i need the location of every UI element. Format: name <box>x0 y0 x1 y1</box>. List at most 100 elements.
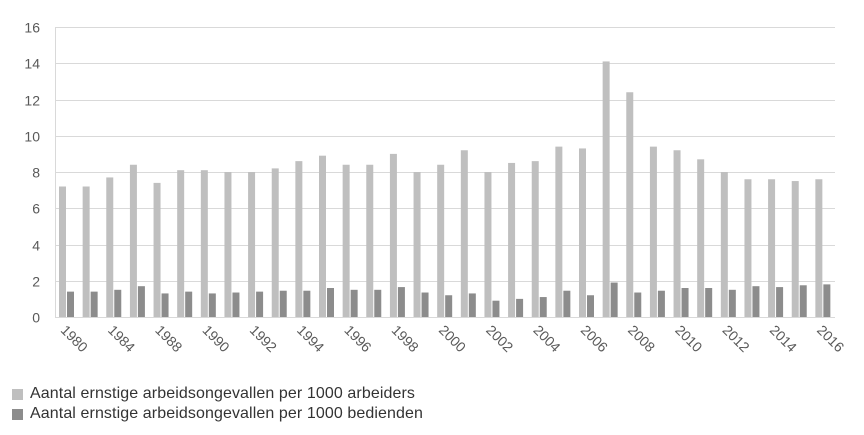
bar-series-0-28 <box>720 172 728 317</box>
x-tick-label: 1988 <box>152 322 185 355</box>
bar-series-1-23 <box>610 282 618 317</box>
y-tick-label: 12 <box>24 93 40 109</box>
bar-series-0-12 <box>342 164 350 317</box>
bar-series-0-25 <box>649 146 657 318</box>
bar-series-1-21 <box>563 290 571 317</box>
bar-series-0-9 <box>271 168 279 318</box>
bar-series-0-26 <box>673 150 681 317</box>
legend-item-bedienden: Aantal ernstige arbeidsongevallen per 10… <box>12 404 423 424</box>
bar-series-1-27 <box>705 288 713 317</box>
bar-series-0-0 <box>59 186 66 317</box>
bar-series-1-31 <box>799 285 807 317</box>
x-tick-label: 2008 <box>625 322 658 355</box>
bar-series-0-8 <box>248 172 256 317</box>
y-tick-label: 16 <box>24 20 40 36</box>
bar-series-1-14 <box>397 287 405 317</box>
x-tick-label: 1980 <box>58 322 91 355</box>
bar-series-1-32 <box>823 284 831 318</box>
y-tick-label: 14 <box>24 56 40 72</box>
x-tick-label: 2016 <box>814 322 847 355</box>
bar-series-0-22 <box>579 148 586 317</box>
bar-series-1-4 <box>161 293 169 317</box>
x-tick-label: 2002 <box>483 322 516 355</box>
bar-series-0-13 <box>366 164 374 317</box>
bar-series-0-4 <box>153 182 161 318</box>
y-tick-label: 6 <box>32 201 40 217</box>
bar-series-1-29 <box>752 286 760 317</box>
bar-series-1-3 <box>137 286 145 317</box>
legend-label-arbeiders: Aantal ernstige arbeidsongevallen per 10… <box>30 385 416 402</box>
x-tick-label: 2014 <box>767 322 800 355</box>
bar-series-1-30 <box>776 287 784 317</box>
bar-series-1-26 <box>681 288 689 317</box>
bar-series-0-5 <box>177 170 185 317</box>
bar-series-0-20 <box>531 161 539 318</box>
y-tick-label: 8 <box>32 165 40 181</box>
bar-series-1-0 <box>67 291 74 318</box>
bar-series-1-19 <box>516 298 524 318</box>
bar-series-1-13 <box>374 289 382 317</box>
bar-series-0-10 <box>295 161 303 318</box>
bar-series-0-3 <box>129 164 137 317</box>
bar-series-0-21 <box>555 146 563 318</box>
bar-series-0-19 <box>508 162 516 317</box>
bar-series-1-25 <box>657 290 665 317</box>
bar-series-0-7 <box>224 172 232 317</box>
legend-swatch-bedienden <box>12 408 23 420</box>
gridlines <box>55 27 835 318</box>
bar-series-1-10 <box>303 290 311 317</box>
bar-series-1-6 <box>208 293 216 317</box>
bar-series-0-31 <box>791 181 799 317</box>
bar-series-1-2 <box>114 289 122 317</box>
bar-series-1-22 <box>587 295 594 317</box>
y-tick-label: 4 <box>32 238 40 254</box>
bar-series-0-30 <box>768 179 776 317</box>
legend-item-arbeiders: Aantal ernstige arbeidsongevallen per 10… <box>12 384 423 404</box>
x-tick-label: 2000 <box>436 322 469 355</box>
bar-series-1-16 <box>445 295 453 317</box>
bar-series-0-16 <box>437 164 445 317</box>
bar-series-0-15 <box>413 172 421 317</box>
bar-series-0-17 <box>460 150 468 317</box>
bar-series-0-14 <box>389 153 397 318</box>
legend: Aantal ernstige arbeidsongevallen per 10… <box>12 384 423 424</box>
bar-series-1-28 <box>728 289 736 317</box>
bar-series-0-1 <box>82 186 90 317</box>
bar-series-0-27 <box>697 159 705 317</box>
x-tick-label: 1990 <box>200 322 233 355</box>
bar-series-0-6 <box>200 170 208 317</box>
y-tick-label: 10 <box>24 129 40 145</box>
y-tick-label: 0 <box>32 310 40 326</box>
x-tick-label: 1996 <box>341 322 374 355</box>
bar-series-0-11 <box>319 155 326 317</box>
bar-series-1-17 <box>468 293 476 317</box>
bar-series-0-23 <box>602 61 610 317</box>
bar-series-1-1 <box>90 291 98 318</box>
bar-series-0-18 <box>484 172 492 317</box>
x-tick-label: 1998 <box>389 322 422 355</box>
bar-series-0-2 <box>106 177 114 317</box>
bar-series-1-7 <box>232 292 240 317</box>
bar-series-0-29 <box>744 179 752 317</box>
x-tick-label: 1992 <box>247 322 280 355</box>
bar-series-1-18 <box>492 300 500 317</box>
bar-series-1-11 <box>327 288 334 317</box>
bar-series-1-5 <box>185 291 193 318</box>
bar-series-0-24 <box>626 92 634 317</box>
bar-series-1-15 <box>421 292 429 317</box>
x-tick-label: 2012 <box>720 322 753 355</box>
x-tick-label: 1994 <box>294 322 327 355</box>
bar-series-1-12 <box>350 289 358 317</box>
bars <box>59 61 831 318</box>
legend-label-bedienden: Aantal ernstige arbeidsongevallen per 10… <box>30 405 424 422</box>
x-tick-label: 2010 <box>672 322 705 355</box>
bar-series-1-20 <box>539 297 547 317</box>
bar-series-1-8 <box>256 291 264 318</box>
bar-chart: 0 2 4 6 8 10 12 14 16 1980 1984 1988 1990 1992 1994 199… <box>24 20 847 356</box>
legend-swatch-arbeiders <box>12 388 23 400</box>
bar-series-0-32 <box>815 179 823 317</box>
y-tick-label: 2 <box>32 274 40 290</box>
x-tick-label: 1984 <box>105 322 138 355</box>
x-tick-label: 2004 <box>530 322 563 355</box>
x-tick-label: 2006 <box>578 322 611 355</box>
